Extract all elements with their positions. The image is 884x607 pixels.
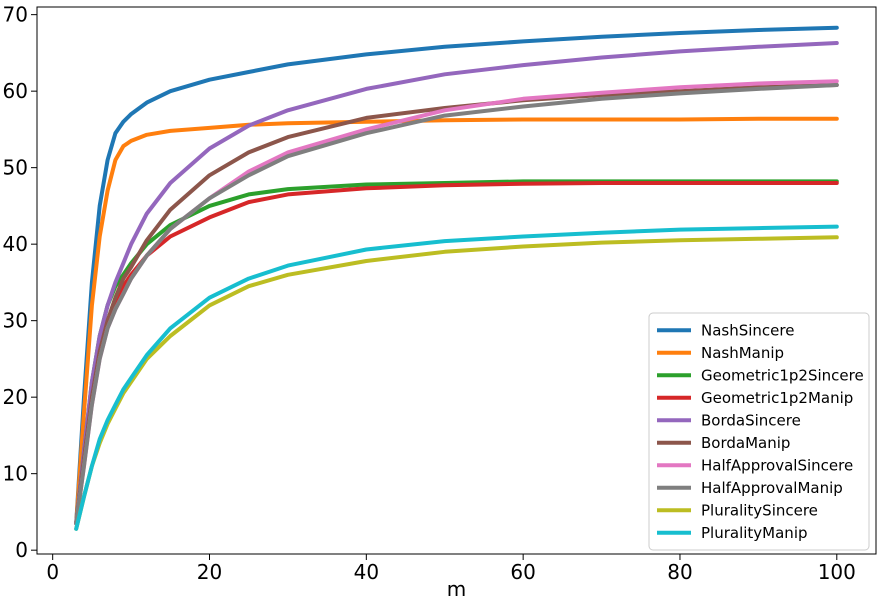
legend-label: Geometric1p2Manip — [701, 389, 853, 407]
legend-label: NashSincere — [701, 321, 794, 339]
y-tick-label: 30 — [3, 309, 28, 333]
legend-label: NashManip — [701, 344, 784, 362]
legend-label: PluralitySincere — [701, 501, 818, 519]
y-axis-ticks: 0 10 20 30 40 50 60 70 — [3, 3, 37, 562]
x-axis-ticks: 0 20 40 60 80 100 — [46, 554, 856, 584]
x-tick-label: 100 — [818, 560, 856, 584]
series-line-0 — [74, 25, 839, 526]
y-tick-label: 10 — [3, 462, 28, 486]
y-tick-label: 50 — [3, 156, 28, 180]
y-tick-label: 40 — [3, 232, 28, 256]
legend-label: BordaSincere — [701, 411, 801, 429]
y-tick-label: 20 — [3, 385, 28, 409]
legend-label: Geometric1p2Sincere — [701, 366, 864, 384]
series-lines — [74, 25, 839, 531]
series-line-4 — [74, 41, 839, 526]
x-tick-label: 0 — [46, 560, 59, 584]
legend: NashSincere NashManip Geometric1p2Sincere G… — [648, 312, 870, 551]
legend-label: PluralityManip — [701, 524, 808, 542]
x-tick-label: 20 — [197, 560, 222, 584]
series-line-1 — [74, 116, 839, 526]
x-tick-label: 40 — [354, 560, 379, 584]
x-axis-label: m — [447, 577, 466, 601]
legend-label: HalfApprovalSincere — [701, 456, 853, 474]
series-line-7 — [74, 83, 839, 526]
y-tick-label: 0 — [15, 538, 28, 562]
plot-area-frame — [36, 6, 877, 555]
legend-label: HalfApprovalManip — [701, 479, 843, 497]
y-tick-label: 70 — [3, 3, 28, 27]
y-tick-label: 60 — [3, 79, 28, 103]
series-line-9 — [74, 224, 839, 531]
x-tick-label: 60 — [510, 560, 535, 584]
x-tick-label: 80 — [667, 560, 692, 584]
legend-box — [648, 312, 870, 551]
legend-label: BordaManip — [701, 434, 790, 452]
